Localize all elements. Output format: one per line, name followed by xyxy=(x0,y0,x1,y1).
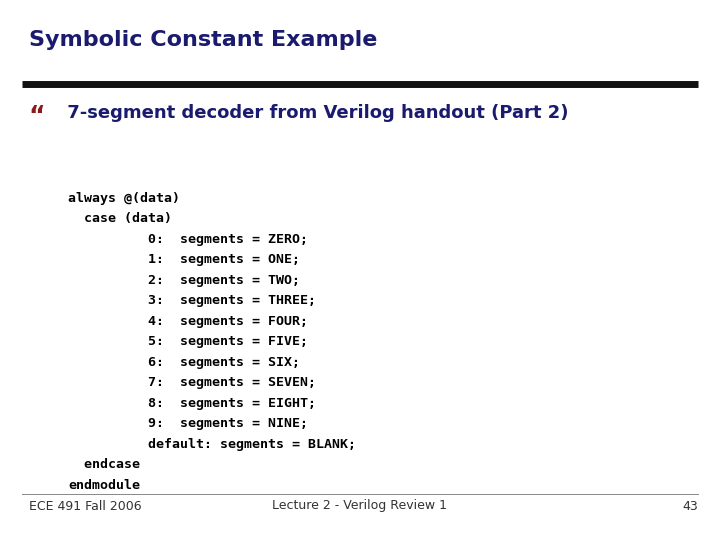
Text: 9:  segments = NINE;: 9: segments = NINE; xyxy=(68,417,308,430)
Text: ECE 491 Fall 2006: ECE 491 Fall 2006 xyxy=(29,500,141,512)
Text: 1:  segments = ONE;: 1: segments = ONE; xyxy=(68,253,300,266)
Text: 6:  segments = SIX;: 6: segments = SIX; xyxy=(68,356,300,369)
Text: 3:  segments = THREE;: 3: segments = THREE; xyxy=(68,294,316,307)
Text: 8:  segments = EIGHT;: 8: segments = EIGHT; xyxy=(68,397,316,410)
Text: endcase: endcase xyxy=(68,458,140,471)
Text: 7-segment decoder from Verilog handout (Part 2): 7-segment decoder from Verilog handout (… xyxy=(61,104,569,122)
Text: 0:  segments = ZERO;: 0: segments = ZERO; xyxy=(68,233,308,246)
Text: 4:  segments = FOUR;: 4: segments = FOUR; xyxy=(68,315,308,328)
Text: Lecture 2 - Verilog Review 1: Lecture 2 - Verilog Review 1 xyxy=(272,500,448,512)
Text: 5:  segments = FIVE;: 5: segments = FIVE; xyxy=(68,335,308,348)
Text: endmodule: endmodule xyxy=(68,479,140,492)
Text: “: “ xyxy=(29,104,45,127)
Text: always @(data): always @(data) xyxy=(68,192,181,205)
Text: 43: 43 xyxy=(683,500,698,512)
Text: Symbolic Constant Example: Symbolic Constant Example xyxy=(29,30,377,50)
Text: 2:  segments = TWO;: 2: segments = TWO; xyxy=(68,274,300,287)
Text: 7:  segments = SEVEN;: 7: segments = SEVEN; xyxy=(68,376,316,389)
Text: default: segments = BLANK;: default: segments = BLANK; xyxy=(68,438,356,451)
Text: case (data): case (data) xyxy=(68,212,172,225)
